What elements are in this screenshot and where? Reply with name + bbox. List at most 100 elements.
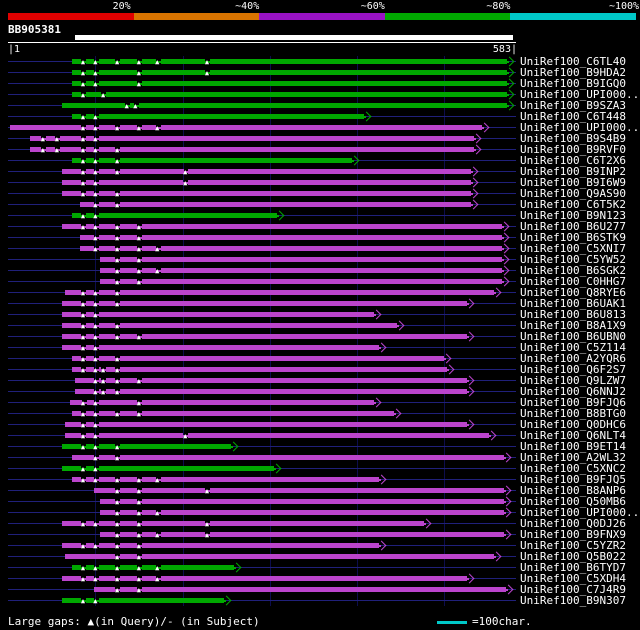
hit-bar[interactable]: [71, 89, 516, 100]
hit-label[interactable]: UniRef100_Q9LZW7: [520, 374, 626, 387]
hit-bar[interactable]: [64, 551, 503, 562]
hit-label[interactable]: UniRef100_Q50MB6: [520, 495, 626, 508]
hit-label[interactable]: UniRef100_B9INP2: [520, 165, 626, 178]
hit-bar[interactable]: [94, 584, 514, 595]
hit-bar[interactable]: [94, 485, 512, 496]
hit-label[interactable]: UniRef100_B8ANP6: [520, 484, 626, 497]
hit-bar[interactable]: [62, 342, 387, 353]
hit-label[interactable]: UniRef100_B9I6W9: [520, 176, 626, 189]
hit-bar[interactable]: [62, 540, 387, 551]
hit-label[interactable]: UniRef100_Q8RYE6: [520, 286, 626, 299]
hit-bar[interactable]: [71, 353, 452, 364]
hit-label[interactable]: UniRef100_A2YQR6: [520, 352, 626, 365]
hit-label[interactable]: UniRef100_UPI000...: [520, 121, 640, 134]
hit-label[interactable]: UniRef100_C6TL40: [520, 55, 626, 68]
hit-bar[interactable]: [99, 496, 512, 507]
hit-bar[interactable]: [71, 452, 512, 463]
hit-label[interactable]: UniRef100_B9RVF0: [520, 143, 626, 156]
hit-label[interactable]: UniRef100_B9IGQ0: [520, 77, 626, 90]
hit-bar[interactable]: [99, 276, 511, 287]
hit-label[interactable]: UniRef100_Q6NLT4: [520, 429, 626, 442]
hit-bar[interactable]: [62, 331, 475, 342]
hit-label[interactable]: UniRef100_B9S4B9: [520, 132, 626, 145]
hit-bar[interactable]: [75, 386, 475, 397]
hit-label[interactable]: UniRef100_B6TYD7: [520, 561, 626, 574]
hit-label[interactable]: UniRef100_A2WL32: [520, 451, 626, 464]
hit-label[interactable]: UniRef100_Q0DHC6: [520, 418, 626, 431]
hit-bar[interactable]: [62, 441, 239, 452]
hit-bar[interactable]: [75, 375, 475, 386]
hit-bar[interactable]: [71, 111, 373, 122]
hit-label[interactable]: UniRef100_C5XDH4: [520, 572, 626, 585]
hit-label[interactable]: UniRef100_B9FJQ6: [520, 396, 626, 409]
hit-label[interactable]: UniRef100_Q0DJ26: [520, 517, 626, 530]
hit-bar[interactable]: [99, 254, 511, 265]
hit-bar[interactable]: [62, 100, 515, 111]
hit-bar[interactable]: [62, 595, 232, 606]
hit-bar[interactable]: [62, 298, 475, 309]
hit-label[interactable]: UniRef100_Q5B022: [520, 550, 626, 563]
hit-bar[interactable]: [62, 177, 479, 188]
hit-bar[interactable]: [62, 221, 510, 232]
hit-label[interactable]: UniRef100_B8BTG0: [520, 407, 626, 420]
hit-label[interactable]: UniRef100_B9HDA2: [520, 66, 626, 79]
hit-bar[interactable]: [70, 397, 382, 408]
hit-label[interactable]: UniRef100_C5YZR2: [520, 539, 626, 552]
hit-label[interactable]: UniRef100_B9SZA3: [520, 99, 626, 112]
hit-label[interactable]: UniRef100_B9N123: [520, 209, 626, 222]
hit-label[interactable]: UniRef100_UPI000...: [520, 88, 640, 101]
hit-label[interactable]: UniRef100_B9N307: [520, 594, 626, 607]
hit-bar[interactable]: [71, 56, 516, 67]
hit-label[interactable]: UniRef100_C5XNI7: [520, 242, 626, 255]
hit-bar[interactable]: [29, 133, 482, 144]
hit-label[interactable]: UniRef100_C6T448: [520, 110, 626, 123]
hit-bar[interactable]: [79, 232, 511, 243]
hit-label[interactable]: UniRef100_Q9AS90: [520, 187, 626, 200]
hit-bar[interactable]: [62, 309, 382, 320]
hit-bar[interactable]: [71, 78, 516, 89]
hit-bar[interactable]: [71, 210, 285, 221]
hit-bar[interactable]: [62, 573, 475, 584]
hit-label[interactable]: UniRef100_C5YW52: [520, 253, 626, 266]
hit-bar[interactable]: [62, 518, 432, 529]
hit-bar[interactable]: [62, 188, 479, 199]
hit-label[interactable]: UniRef100_UPI000...: [520, 506, 640, 519]
hit-bar[interactable]: [71, 474, 387, 485]
hit-label[interactable]: UniRef100_Q6NNJ2: [520, 385, 626, 398]
hit-label[interactable]: UniRef100_B6UAK1: [520, 297, 626, 310]
hit-bar[interactable]: [79, 199, 479, 210]
hit-label[interactable]: UniRef100_B6U277: [520, 220, 626, 233]
hit-bar[interactable]: [99, 529, 512, 540]
hit-bar[interactable]: [99, 265, 511, 276]
hit-label[interactable]: UniRef100_B9FJQ5: [520, 473, 626, 486]
hit-bar[interactable]: [29, 144, 482, 155]
hit-bar[interactable]: [71, 364, 455, 375]
hit-label[interactable]: UniRef100_B6U813: [520, 308, 626, 321]
hit-label[interactable]: UniRef100_B6SGK2: [520, 264, 626, 277]
hit-label[interactable]: UniRef100_C7J4R9: [520, 583, 626, 596]
hit-label[interactable]: UniRef100_C0HHG7: [520, 275, 626, 288]
hit-bar[interactable]: [79, 243, 511, 254]
hit-label[interactable]: UniRef100_C5XNC2: [520, 462, 626, 475]
hit-label[interactable]: UniRef100_C6T2X6: [520, 154, 626, 167]
hit-bar[interactable]: [71, 67, 516, 78]
hit-label[interactable]: UniRef100_Q6F2S7: [520, 363, 626, 376]
hit-bar[interactable]: [62, 320, 405, 331]
hit-bar[interactable]: [62, 166, 479, 177]
hit-label[interactable]: UniRef100_B9FNX9: [520, 528, 626, 541]
hit-label[interactable]: UniRef100_B8A1X9: [520, 319, 626, 332]
hit-bar[interactable]: [71, 408, 402, 419]
hit-bar[interactable]: [62, 463, 282, 474]
hit-label[interactable]: UniRef100_B6UBN0: [520, 330, 626, 343]
hit-label[interactable]: UniRef100_B9ET14: [520, 440, 626, 453]
hit-bar[interactable]: [64, 430, 497, 441]
hit-label[interactable]: UniRef100_B6STK9: [520, 231, 626, 244]
hit-bar[interactable]: [71, 155, 360, 166]
hit-bar[interactable]: [64, 419, 476, 430]
hit-bar[interactable]: [99, 507, 512, 518]
hit-label[interactable]: UniRef100_C5Z114: [520, 341, 626, 354]
hit-bar[interactable]: [64, 287, 503, 298]
hit-bar[interactable]: [71, 562, 243, 573]
hit-label[interactable]: UniRef100_C6T5K2: [520, 198, 626, 211]
hit-bar[interactable]: [9, 122, 490, 133]
